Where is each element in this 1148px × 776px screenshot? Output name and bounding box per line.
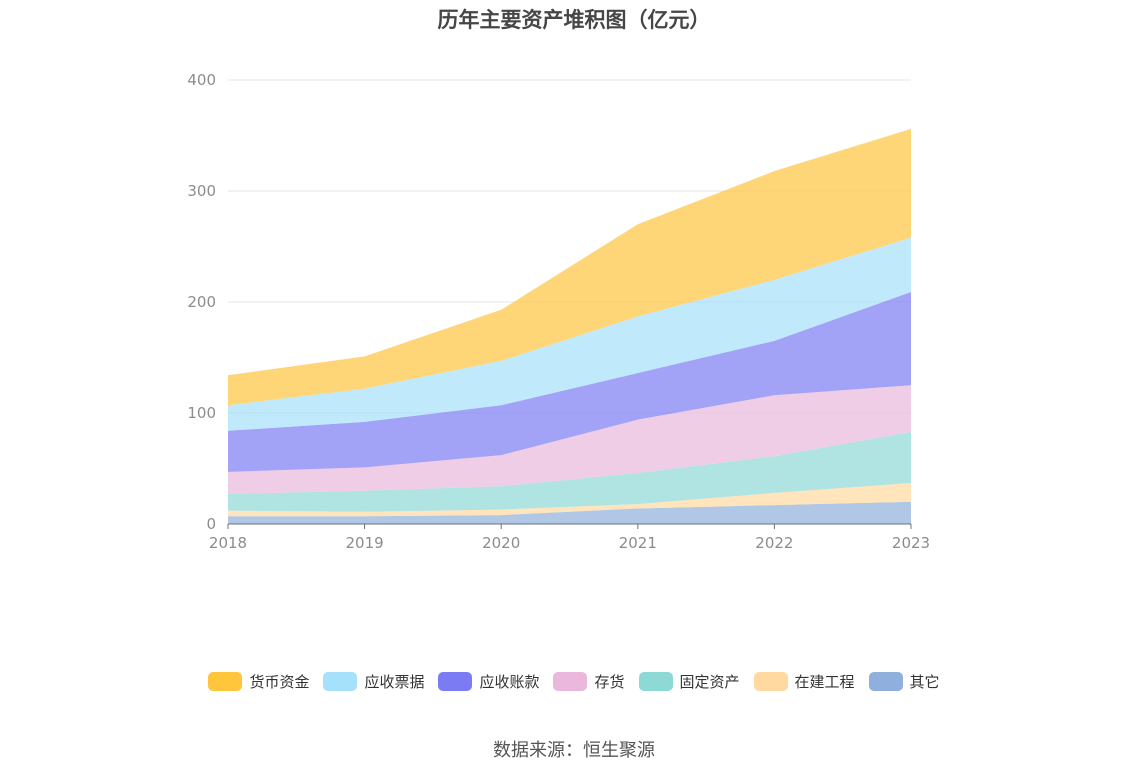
area-series-0 (228, 501, 911, 524)
chart-legend: 货币资金 应收票据 应收账款 存货 固定资产 在建工程 其它 (0, 671, 1148, 692)
area-series-5 (228, 237, 911, 431)
legend-label-0: 货币资金 (249, 673, 310, 691)
legend-swatch-6 (868, 672, 903, 691)
y-tick-label-3: 300 (187, 182, 216, 200)
y-tick-label-1: 100 (187, 404, 216, 422)
legend-label-1: 应收票据 (364, 673, 425, 691)
chart-title: 历年主要资产堆积图（亿元） (437, 8, 711, 32)
area-series-3 (228, 385, 911, 495)
legend-label-5: 在建工程 (794, 673, 855, 691)
legend-label-2: 应收账款 (479, 673, 540, 691)
area-series-6 (228, 128, 911, 406)
x-tick-label-4: 2022 (755, 534, 793, 552)
legend-swatch-0 (208, 672, 243, 691)
area-series-1 (228, 482, 911, 517)
legend-label-3: 存货 (594, 673, 625, 691)
y-tick-label-4: 400 (187, 71, 216, 89)
y-tick-label-2: 200 (187, 293, 216, 311)
x-tick-label-3: 2021 (619, 534, 657, 552)
legend-swatch-1 (323, 672, 358, 691)
legend-item-4[interactable]: 固定资产 (638, 671, 740, 692)
data-source: 数据来源：恒生聚源 (493, 740, 655, 761)
legend-item-3[interactable]: 存货 (553, 671, 625, 692)
x-tick-label-2: 2020 (482, 534, 520, 552)
area-series-2 (228, 431, 911, 512)
x-tick-label-5: 2023 (892, 534, 930, 552)
x-tick-label-0: 2018 (209, 534, 247, 552)
legend-item-6[interactable]: 其它 (868, 671, 940, 692)
legend-swatch-2 (438, 672, 473, 691)
legend-label-6: 其它 (909, 673, 940, 691)
y-tick-label-0: 0 (206, 515, 216, 533)
legend-label-4: 固定资产 (679, 673, 740, 691)
legend-item-1[interactable]: 应收票据 (323, 671, 424, 692)
stacked-area-chart: 0 100 200 300 400 2018 2019 2020 2021 2022 2023 (187, 71, 930, 552)
legend-item-2[interactable]: 应收账款 (438, 671, 539, 692)
legend-swatch-5 (753, 672, 788, 691)
legend-item-0[interactable]: 货币资金 (208, 671, 309, 692)
area-series-4 (228, 292, 911, 472)
x-tick-label-1: 2019 (346, 534, 384, 552)
legend-swatch-4 (638, 672, 673, 691)
legend-item-5[interactable]: 在建工程 (753, 671, 855, 692)
legend-swatch-3 (553, 672, 588, 691)
